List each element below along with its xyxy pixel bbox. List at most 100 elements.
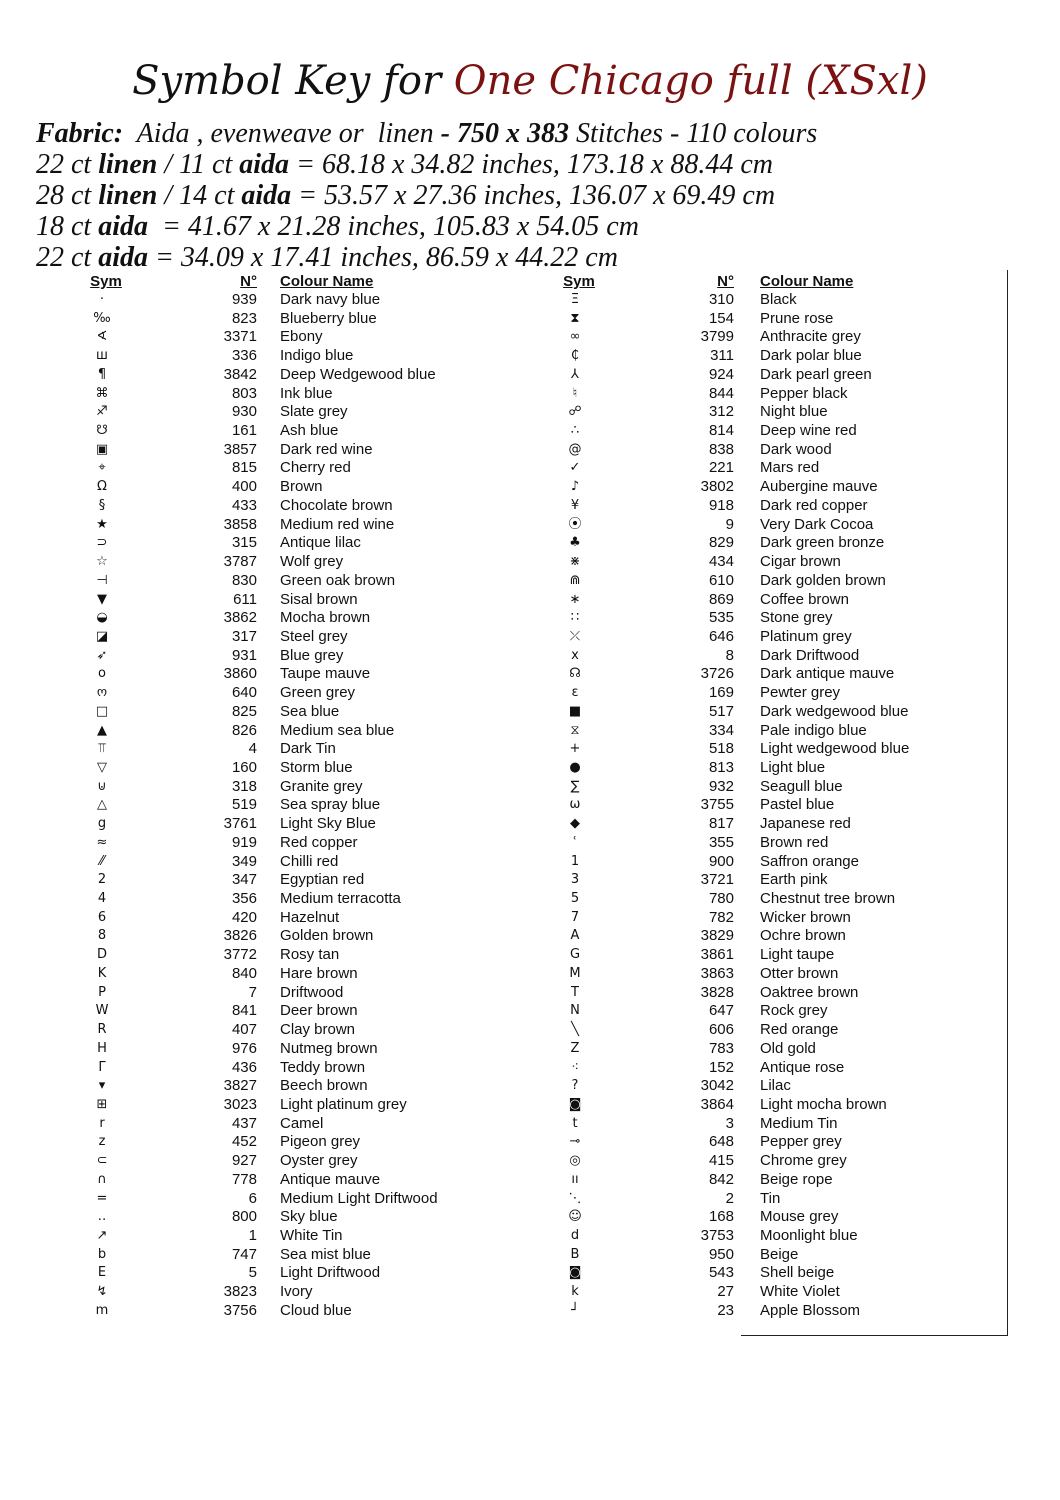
symbol-glyph: ⤫ [569, 628, 581, 644]
pattern-name: One Chicago full (XSxl) [453, 58, 928, 104]
symbol-glyph: Z [570, 1040, 580, 1056]
colour-name: Ebony [280, 328, 323, 346]
symbol-glyph: ʿ [573, 834, 577, 850]
colour-name: Mars red [760, 459, 820, 477]
colour-name: Dark Driftwood [760, 646, 860, 664]
colour-number: 434 [708, 553, 734, 571]
colour-number: 407 [231, 1021, 257, 1039]
colour-name: Sea mist blue [280, 1245, 371, 1263]
symbol-glyph: ? [571, 1078, 579, 1094]
symbol-glyph: W [95, 1003, 109, 1019]
symbol-glyph: E [97, 1265, 107, 1281]
colour-name: Brown [280, 478, 323, 496]
symbol-glyph: ▽ [97, 760, 107, 775]
colour-number: 976 [231, 1039, 257, 1057]
colour-name: Camel [280, 1114, 324, 1132]
colour-number: 543 [708, 1264, 734, 1282]
fabric-info-line: 28 ct linen / 14 ct aida = 53.57 x 27.36… [36, 180, 775, 211]
info-text: 28 ct [36, 180, 99, 211]
symbol-glyph: ∷ [570, 610, 580, 626]
symbol-glyph: ⊃ [96, 535, 108, 551]
colour-name: Pepper black [760, 384, 848, 402]
symbol-glyph: H [97, 1040, 107, 1056]
colour-number: 400 [231, 478, 257, 496]
colour-name: Beech brown [280, 1077, 368, 1095]
colour-name: Light wedgewood blue [760, 740, 910, 758]
colour-number: 869 [708, 590, 734, 608]
symbol-glyph: · [99, 292, 105, 307]
symbol-glyph: N [570, 1003, 580, 1019]
symbol-glyph: 5 [570, 891, 580, 907]
info-text: linen [98, 180, 158, 211]
symbol-glyph: ⋇ [569, 554, 581, 570]
header-name: Colour Name [280, 273, 374, 290]
symbol-glyph: ♐ [96, 404, 108, 420]
colour-number: 829 [708, 534, 734, 552]
symbol-glyph: ¶ [97, 366, 107, 382]
colour-name: Earth pink [760, 871, 828, 889]
symbol-glyph: b [97, 1246, 107, 1262]
colour-name: Egyptian red [280, 871, 365, 889]
symbol-glyph: ∩ [97, 1171, 107, 1187]
colour-number: 825 [231, 702, 257, 720]
colour-name: Rosy tan [280, 946, 340, 964]
symbol-glyph: g [97, 816, 107, 832]
colour-name: Green grey [280, 684, 356, 702]
colour-name: Brown red [760, 833, 829, 851]
colour-name: Light mocha brown [760, 1095, 887, 1113]
colour-number: 747 [231, 1245, 257, 1263]
colour-number: 3756 [223, 1301, 257, 1319]
colour-number: 924 [708, 365, 734, 383]
symbol-glyph: ◙ [568, 1096, 582, 1112]
colour-number: 3863 [700, 964, 734, 982]
colour-name: Chilli red [280, 852, 339, 870]
colour-number: 823 [231, 309, 257, 327]
colour-name: Dark navy blue [280, 291, 381, 308]
colour-number: 3823 [223, 1283, 257, 1301]
colour-name: Prune rose [760, 309, 834, 327]
colour-number: 3721 [700, 871, 734, 889]
colour-number: 778 [231, 1170, 257, 1188]
colour-number: 318 [231, 777, 257, 795]
symbol-glyph: ➶ [96, 647, 108, 663]
colour-name: Sisal brown [280, 590, 358, 608]
colour-name: Saffron orange [760, 852, 859, 870]
info-text: aida [239, 149, 290, 180]
colour-number: 3802 [700, 478, 734, 496]
colour-name: Dark antique mauve [760, 665, 895, 683]
colour-name: Pewter grey [760, 684, 841, 702]
symbol-glyph: ⦿ [568, 516, 582, 532]
colour-name: Slate grey [280, 403, 348, 421]
colour-number: 3829 [700, 927, 734, 945]
symbol-glyph: ıı [571, 1171, 579, 1187]
symbol-glyph: ₵ [570, 348, 580, 364]
colour-name: Medium Light Driftwood [280, 1189, 438, 1207]
colour-name: Apple Blossom [760, 1301, 861, 1319]
colour-name: Stone grey [760, 609, 833, 627]
colour-number: 3799 [700, 328, 734, 346]
colour-number: 838 [708, 440, 734, 458]
colour-number: 3826 [223, 927, 257, 945]
info-text: = 53.57 x 27.36 inches, 136.07 x 69.49 c… [291, 180, 776, 211]
colour-number: 931 [231, 646, 257, 664]
colour-number: 780 [708, 890, 734, 908]
colour-number: 4 [248, 740, 257, 758]
symbol-glyph: □ [95, 703, 109, 719]
colour-name: Shell beige [760, 1264, 835, 1282]
colour-number: 783 [708, 1039, 734, 1057]
colour-name: Nutmeg brown [280, 1039, 378, 1057]
colour-number: 3842 [223, 365, 257, 383]
colour-number: 1 [248, 1227, 257, 1244]
colour-name: Seagull blue [760, 777, 843, 795]
colour-number: 3726 [700, 665, 734, 683]
symbol-glyph: ⌘ [95, 385, 109, 401]
symbol-glyph: ♮ [572, 385, 578, 401]
symbol-glyph: B [570, 1246, 580, 1262]
colour-number: 817 [708, 815, 734, 833]
colour-number: 930 [231, 403, 257, 421]
colour-number: 3858 [223, 515, 257, 533]
info-text: - 750 x 383 [440, 118, 569, 149]
colour-number: 9 [725, 515, 734, 533]
symbol-glyph: ◙ [568, 1265, 582, 1281]
colour-name: Platinum grey [760, 627, 852, 645]
